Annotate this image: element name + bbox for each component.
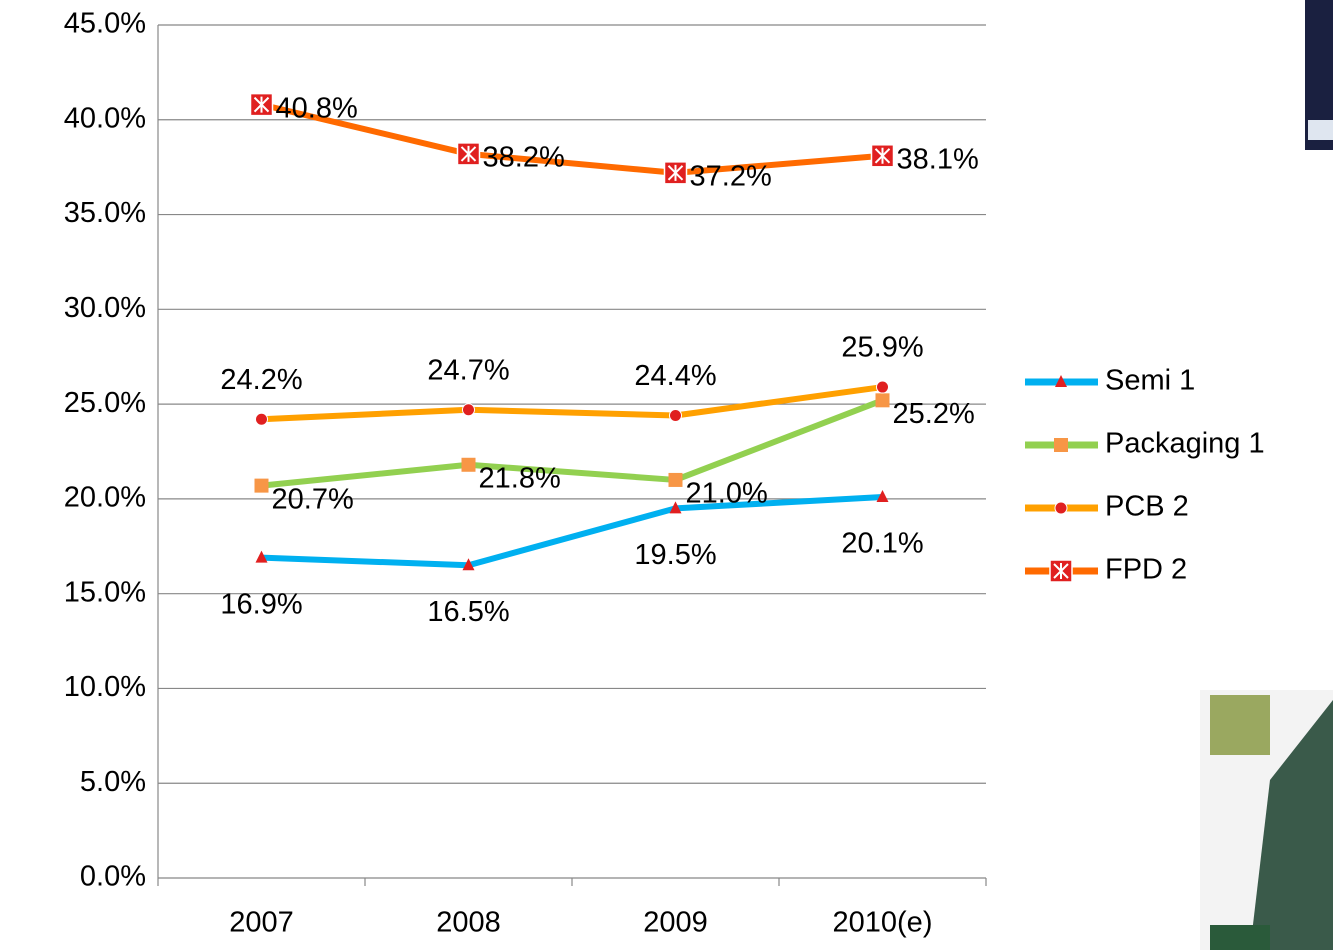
y-tick-label: 10.0% bbox=[64, 671, 146, 703]
data-point bbox=[463, 404, 475, 416]
data-point bbox=[876, 393, 890, 407]
data-label: 21.8% bbox=[479, 462, 561, 494]
photo-decoration bbox=[1210, 695, 1270, 755]
x-tick-label: 2009 bbox=[643, 907, 708, 939]
legend-marker bbox=[1054, 438, 1068, 452]
data-label: 24.7% bbox=[427, 354, 509, 386]
y-tick-label: 45.0% bbox=[64, 8, 146, 40]
data-label: 24.2% bbox=[220, 364, 302, 396]
data-label: 16.9% bbox=[220, 588, 302, 620]
legend-label: PCB 2 bbox=[1105, 491, 1189, 523]
data-label: 25.9% bbox=[841, 332, 923, 364]
y-tick-label: 40.0% bbox=[64, 102, 146, 134]
photo-decoration bbox=[1308, 120, 1333, 140]
data-point bbox=[877, 381, 889, 393]
data-point bbox=[256, 413, 268, 425]
data-point bbox=[462, 458, 476, 472]
data-label: 20.1% bbox=[841, 528, 923, 560]
y-tick-label: 25.0% bbox=[64, 387, 146, 419]
y-tick-label: 15.0% bbox=[64, 576, 146, 608]
data-label: 37.2% bbox=[690, 161, 772, 193]
legend-label: Packaging 1 bbox=[1105, 428, 1265, 460]
data-point bbox=[669, 473, 683, 487]
data-label: 20.7% bbox=[272, 483, 354, 515]
data-label: 25.2% bbox=[893, 398, 975, 430]
chart: 0.0% 5.0% 10.0% 15.0% 20.0% 25.0% 30.0% 35.0% 40… bbox=[0, 0, 1333, 950]
data-label: 24.4% bbox=[634, 360, 716, 392]
x-tick-label: 2008 bbox=[436, 907, 501, 939]
data-point bbox=[670, 409, 682, 421]
y-tick-label: 30.0% bbox=[64, 292, 146, 324]
data-label: 19.5% bbox=[634, 539, 716, 571]
legend-label: Semi 1 bbox=[1105, 365, 1195, 397]
y-tick-label: 35.0% bbox=[64, 197, 146, 229]
data-point bbox=[255, 479, 269, 493]
x-tick-label: 2007 bbox=[229, 907, 294, 939]
y-tick-label: 5.0% bbox=[80, 766, 146, 798]
series-line bbox=[262, 497, 883, 565]
data-label: 38.2% bbox=[483, 142, 565, 174]
data-label: 38.1% bbox=[897, 143, 979, 175]
x-tick-label: 2010(e) bbox=[833, 907, 933, 939]
photo-decoration bbox=[1210, 925, 1270, 950]
series-line bbox=[262, 387, 883, 419]
legend-label: FPD 2 bbox=[1105, 554, 1187, 586]
data-label: 40.8% bbox=[276, 92, 358, 124]
data-label: 21.0% bbox=[686, 478, 768, 510]
y-tick-label: 20.0% bbox=[64, 482, 146, 514]
data-label: 16.5% bbox=[427, 596, 509, 628]
y-tick-label: 0.0% bbox=[80, 861, 146, 893]
legend-marker bbox=[1055, 502, 1067, 514]
